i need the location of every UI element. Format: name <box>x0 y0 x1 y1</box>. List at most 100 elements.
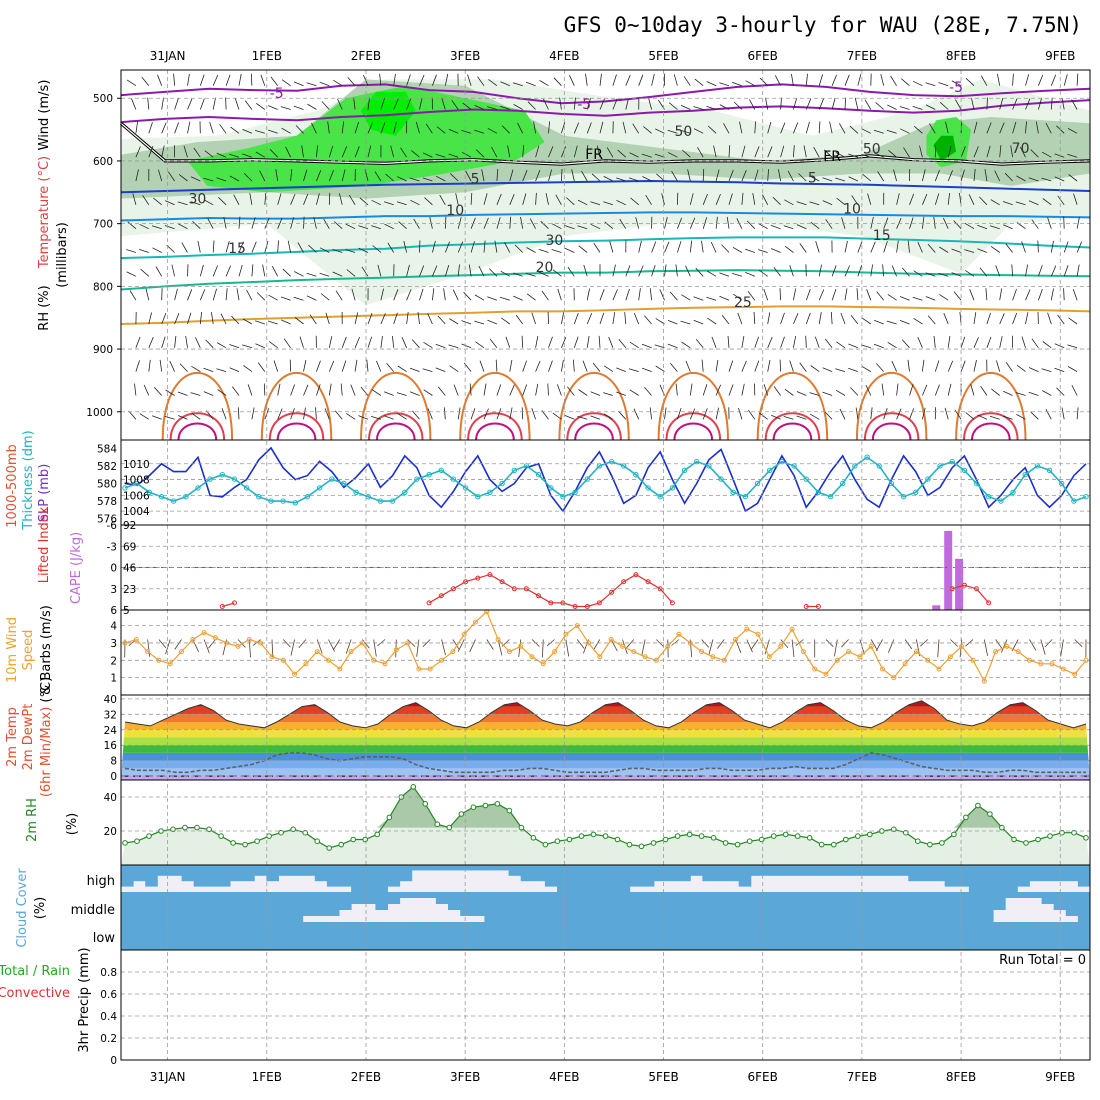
wind-speed-marker <box>1004 643 1010 649</box>
cloud-bar-low <box>254 922 267 950</box>
wind-barb <box>814 336 820 348</box>
wind-speed-marker <box>947 654 953 660</box>
wind-barb <box>354 359 358 372</box>
wind-barb <box>419 74 425 86</box>
cloud-bar-middle <box>981 892 994 922</box>
wind-barb <box>870 217 874 229</box>
lifted-index-marker <box>621 579 627 585</box>
wind-barb <box>437 386 446 396</box>
wind-barb <box>199 98 205 110</box>
cloud-bar-middle <box>678 892 691 922</box>
cloud-bar-low <box>423 922 437 950</box>
cloud-bar-middle <box>339 892 352 910</box>
wind-barb <box>174 288 178 301</box>
wind-barb <box>628 368 639 372</box>
cloud-bar-high <box>1077 865 1091 887</box>
thickness-unit-label: Thickness (dm) <box>21 430 36 530</box>
wind-barb <box>780 122 786 134</box>
wind-barb <box>1005 362 1013 372</box>
wind-barb <box>190 201 201 206</box>
wind-speed-marker <box>868 643 874 649</box>
temperature-color-band <box>121 737 1090 746</box>
thickness-marker <box>462 485 469 491</box>
wind-barb <box>701 240 704 253</box>
wind-barb <box>379 73 382 86</box>
warm-temperature-contour <box>657 371 729 441</box>
wind-barb <box>907 240 910 253</box>
wind-barb <box>187 121 191 134</box>
surface-wind-barb <box>791 639 795 658</box>
wind-barb <box>148 122 153 134</box>
thickness-marker <box>183 494 189 500</box>
thickness-marker <box>365 494 371 500</box>
cloud-bar-low <box>896 922 909 950</box>
wind-barb <box>719 272 730 277</box>
wind-barb <box>410 199 420 206</box>
wind-barb <box>841 217 846 229</box>
wind-barb <box>796 391 807 396</box>
wind-barb <box>1063 288 1065 301</box>
wind-barb <box>856 288 859 301</box>
wind-barb <box>748 409 756 420</box>
wind-barb <box>1037 240 1039 253</box>
surface-wind-barb <box>888 639 895 653</box>
thickness-marker <box>316 485 323 491</box>
cloud-bar-middle <box>169 892 182 922</box>
wind-speed-marker <box>292 671 298 677</box>
cloud-bar-low <box>145 922 158 950</box>
wind-barb <box>796 224 807 230</box>
wind-barb <box>158 169 163 182</box>
wind-speed-marker <box>846 649 852 655</box>
wind-barb <box>341 169 346 182</box>
temperature-color-band <box>121 729 1090 738</box>
wind-barb <box>866 289 872 301</box>
surface-wind-barb <box>1029 639 1037 651</box>
wind-barb <box>244 100 253 110</box>
contour-label: 5 <box>471 172 480 188</box>
wind-barb <box>444 73 449 86</box>
wind-barb <box>1042 341 1052 349</box>
pressure-tick-label: 800 <box>93 281 113 293</box>
wind-barb <box>358 415 369 420</box>
wind-barb <box>681 294 691 301</box>
wind-barb <box>980 75 988 86</box>
wind-barb <box>573 122 580 134</box>
wind-barb <box>135 121 138 134</box>
cloud-bar-low <box>787 922 800 950</box>
minmax-axis-label-part: (°C) <box>39 677 54 707</box>
wind-barb <box>294 271 304 277</box>
rh-marker <box>891 826 897 833</box>
wind-barb <box>989 415 1000 420</box>
wind-barb <box>450 173 459 182</box>
wind-barb <box>148 146 154 158</box>
wind-barb <box>517 122 524 134</box>
warm-temperature-contour <box>673 422 714 441</box>
thickness-marker <box>973 480 980 487</box>
wind-barb <box>618 339 627 349</box>
wind-barb <box>354 146 360 158</box>
dewpoint-line <box>124 752 1086 774</box>
contour-label: 50 <box>674 124 692 140</box>
wind-barb <box>844 240 848 253</box>
lifted-index-tick-label: 6 <box>110 605 117 617</box>
cloud-bar-middle <box>133 892 146 922</box>
wind-barb <box>1038 74 1044 86</box>
wind-barb <box>887 104 897 110</box>
rh-marker <box>1023 840 1029 846</box>
wind-barb <box>267 320 278 325</box>
wind-barb <box>875 102 884 110</box>
cloud-bar-middle <box>884 892 897 922</box>
warm-temperature-contour <box>467 412 523 441</box>
wind-barb <box>675 264 678 277</box>
cloud-bar-middle <box>484 892 497 922</box>
wind-barb <box>799 243 807 253</box>
wind-barb <box>973 121 978 134</box>
wind-barb <box>622 121 627 134</box>
wind-barb <box>1028 177 1039 182</box>
wind-barb <box>371 389 382 396</box>
cloud-bar-low <box>484 922 497 950</box>
rh-marker <box>626 841 633 848</box>
wind-barb <box>732 293 743 301</box>
wind-barb <box>470 241 475 253</box>
